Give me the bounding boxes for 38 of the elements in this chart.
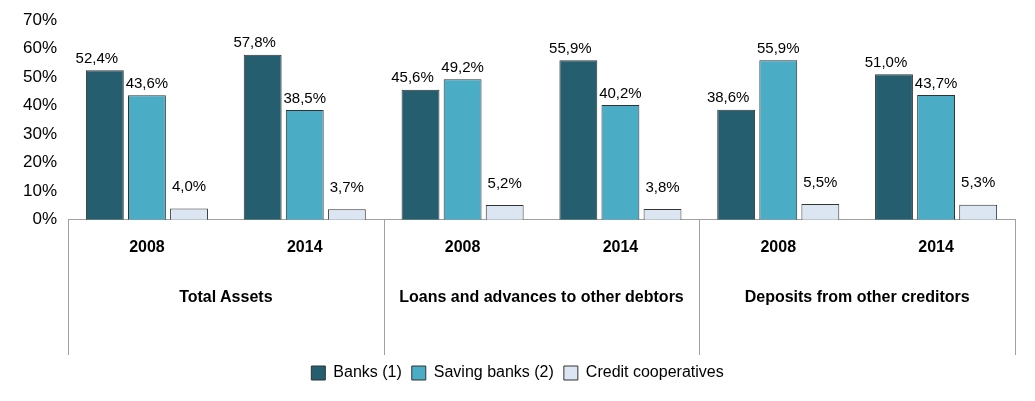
- data-label: 4,0%: [171, 177, 207, 195]
- x-tick-label: 2014: [602, 237, 639, 255]
- y-tick-label: 20%: [22, 152, 58, 172]
- data-label: 52,4%: [75, 48, 119, 66]
- data-label: 45,6%: [391, 68, 434, 86]
- y-tick-label: 40%: [22, 95, 58, 115]
- y-tick-label: 0%: [32, 209, 58, 229]
- data-label: 49,2%: [441, 58, 484, 76]
- data-label: 57,8%: [233, 33, 276, 51]
- data-label: 38,5%: [283, 88, 327, 106]
- y-tick-label: 60%: [22, 38, 58, 58]
- legend-label: Credit cooperatives: [585, 363, 724, 381]
- y-tick-label: 10%: [22, 180, 58, 200]
- data-label: 38,6%: [706, 88, 750, 106]
- text: Deposits from other creditors: [744, 288, 970, 306]
- data-label: 43,7%: [914, 73, 958, 91]
- x-tick-label: 2014: [918, 237, 954, 255]
- x-tick-label: 2014: [286, 237, 323, 255]
- data-label: 5,5%: [803, 172, 838, 190]
- text: Total Assets: [179, 288, 273, 306]
- x-tick-label: 2008: [444, 237, 481, 255]
- y-tick-label: 30%: [22, 123, 58, 143]
- data-label: 3,8%: [645, 177, 680, 195]
- data-label: 55,9%: [756, 38, 800, 56]
- data-label: 3,7%: [329, 177, 364, 195]
- legend-label: Saving banks (2): [433, 363, 554, 381]
- data-label: 5,3%: [961, 173, 996, 191]
- data-label: 40,2%: [599, 83, 642, 101]
- y-tick-label: 50%: [22, 66, 58, 86]
- text: Loans and advances to other debtors: [399, 288, 684, 306]
- data-label: 51,0%: [864, 52, 908, 70]
- x-tick-label: 2008: [129, 237, 165, 255]
- legend-label: Banks (1): [333, 363, 402, 381]
- data-label: 5,2%: [487, 173, 522, 191]
- data-label: 43,6%: [125, 73, 169, 91]
- x-tick-label: 2008: [760, 237, 797, 255]
- y-tick-label: 70%: [22, 9, 58, 29]
- data-label: 55,9%: [549, 38, 592, 56]
